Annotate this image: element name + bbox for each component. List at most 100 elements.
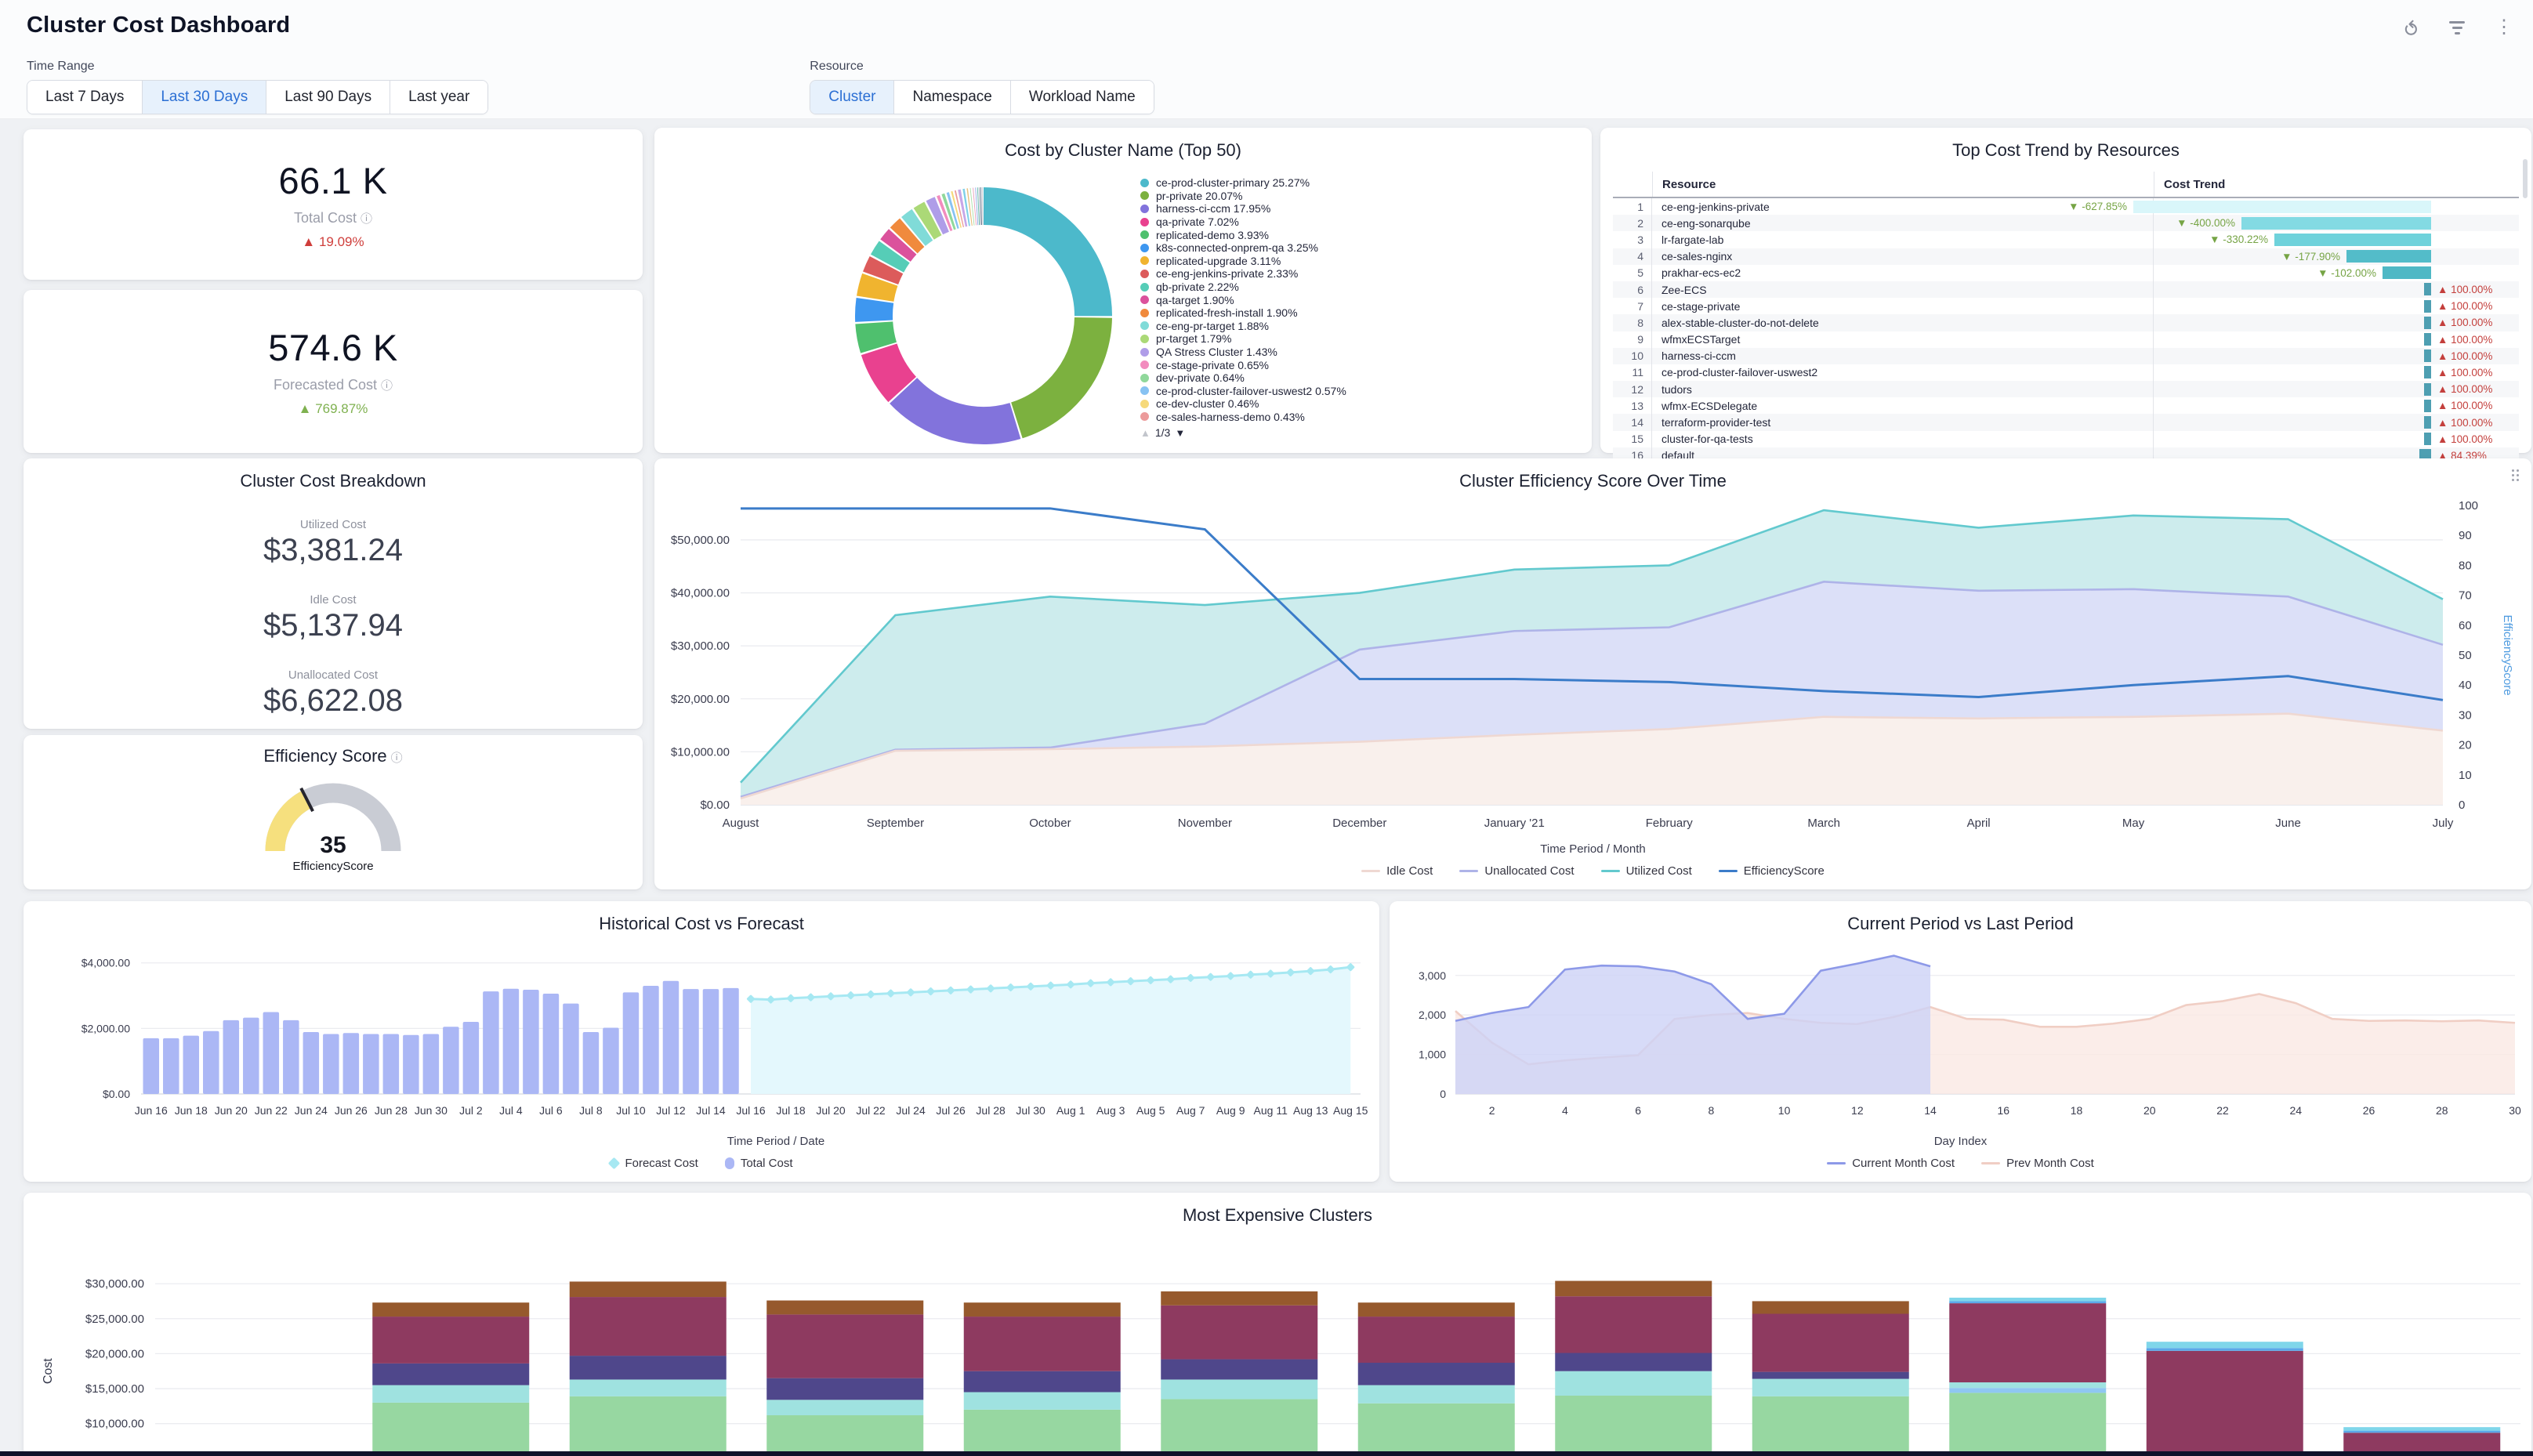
svg-text:Jul 8: Jul 8 (579, 1104, 603, 1117)
donut-legend-item[interactable]: ce-sales-harness-demo 0.43% (1140, 411, 1346, 424)
svg-text:$15,000.00: $15,000.00 (85, 1382, 144, 1396)
donut-legend-item[interactable]: dev-private 0.64% (1140, 371, 1346, 385)
svg-text:Jun 28: Jun 28 (375, 1104, 408, 1117)
donut-legend-item[interactable]: replicated-upgrade 3.11% (1140, 255, 1346, 268)
unallocated-cost-item: Unallocated Cost $6,622.08 (24, 668, 643, 719)
total-cost-label: Total Cost (293, 210, 357, 226)
legend-dot-icon (1140, 256, 1149, 266)
svg-text:$0.00: $0.00 (700, 799, 730, 812)
svg-text:0: 0 (1440, 1088, 1446, 1100)
donut-legend-item[interactable]: qb-private 2.22% (1140, 281, 1346, 294)
table-row: 6 Zee-ECS ▲ 100.00% (1613, 281, 2519, 299)
resource-name: cluster-for-qa-tests (1652, 430, 2154, 447)
legend-item-efficiencyscore[interactable]: EfficiencyScore (1718, 864, 1825, 878)
legend-item-forecast-cost[interactable]: Forecast Cost (608, 1157, 698, 1170)
svg-text:1,000: 1,000 (1419, 1049, 1446, 1061)
legend-page-down-icon[interactable]: ▼ (1175, 426, 1186, 439)
legend-page-up-icon[interactable]: ▲ (1140, 426, 1151, 439)
info-icon[interactable]: ⓘ (361, 212, 373, 226)
trend-arrow-icon: ▲ (2437, 400, 2448, 412)
legend-item-prev-month-cost[interactable]: Prev Month Cost (1981, 1157, 2094, 1170)
kebab-menu-icon[interactable]: ⋮ (2495, 16, 2513, 38)
donut-legend-item[interactable]: qa-private 7.02% (1140, 216, 1346, 229)
chart-options-icon[interactable] (2512, 469, 2519, 481)
legend-item-idle-cost[interactable]: Idle Cost (1361, 864, 1433, 878)
legend-item-total-cost[interactable]: Total Cost (724, 1157, 793, 1170)
resource-name: terraform-provider-test (1652, 414, 2154, 431)
svg-text:Aug 5: Aug 5 (1136, 1104, 1165, 1117)
cost-by-cluster-card: Cost by Cluster Name (Top 50) ce-prod-cl… (654, 128, 1592, 453)
trend-bar (2133, 200, 2431, 213)
trend-value: ▲ 100.00% (2437, 317, 2493, 329)
svg-text:$10,000.00: $10,000.00 (671, 745, 730, 759)
most-expensive-title: Most Expensive Clusters (1182, 1205, 1373, 1225)
legend-dot-icon (1140, 386, 1149, 396)
donut-legend-item[interactable]: ce-stage-private 0.65% (1140, 358, 1346, 371)
svg-text:22: 22 (2216, 1104, 2229, 1117)
svg-text:Jul 10: Jul 10 (616, 1104, 646, 1117)
donut-legend-item[interactable]: QA Stress Cluster 1.43% (1140, 346, 1346, 359)
trend-arrow-icon: ▲ (2437, 350, 2448, 362)
svg-text:24: 24 (2289, 1104, 2302, 1117)
legend-dot-icon (1140, 217, 1149, 226)
svg-text:August: August (723, 817, 760, 830)
time-range-option-last-year[interactable]: Last year (390, 81, 488, 114)
donut-legend-item[interactable]: pr-private 20.07% (1140, 190, 1346, 203)
svg-text:Jun 18: Jun 18 (175, 1104, 208, 1117)
column-header-cost-trend[interactable]: Cost Trend (2154, 172, 2519, 197)
efficiency-gauge: 35 EfficiencyScore (24, 766, 643, 873)
legend-item-unallocated-cost[interactable]: Unallocated Cost (1459, 864, 1575, 878)
trend-bar (2424, 382, 2431, 396)
idle-cost-item: Idle Cost $5,137.94 (24, 593, 643, 643)
column-header-resource[interactable]: Resource (1652, 172, 2154, 197)
donut-chart[interactable] (835, 167, 1132, 465)
time-range-option-last-30-days[interactable]: Last 30 Days (143, 81, 267, 114)
svg-text:$10,000.00: $10,000.00 (85, 1418, 144, 1431)
svg-text:Jul 6: Jul 6 (539, 1104, 563, 1117)
resource-name: wfmxECSTarget (1652, 331, 2154, 348)
trend-value: ▲ 100.00% (2437, 284, 2493, 296)
trend-value: ▼ -330.22% (2209, 234, 2268, 246)
info-icon[interactable]: ⓘ (390, 752, 403, 765)
refresh-icon[interactable]: ⟲ (2398, 19, 2421, 36)
svg-text:Jun 20: Jun 20 (215, 1104, 248, 1117)
resource-name: prakhar-ecs-ec2 (1652, 264, 2154, 281)
donut-legend-item[interactable]: qa-target 1.90% (1140, 293, 1346, 306)
trend-value: ▲ 100.00% (2437, 433, 2493, 445)
efficiency-chart[interactable]: $0.00 $10,000.00 $20,000.00 $30,000.00 $40,0… (654, 493, 2531, 838)
donut-legend-item[interactable]: replicated-fresh-install 1.90% (1140, 306, 1346, 320)
donut-legend-item[interactable]: ce-dev-cluster 0.46% (1140, 397, 1346, 411)
donut-legend-item[interactable]: harness-ci-ccm 17.95% (1140, 202, 1346, 216)
resource-name: wfmx-ECSDelegate (1652, 397, 2154, 415)
resource-option-workload-name[interactable]: Workload Name (1010, 81, 1154, 114)
time-range-option-last-7-days[interactable]: Last 7 Days (27, 81, 143, 114)
legend-dot-icon (1140, 230, 1149, 240)
unallocated-cost-value: $6,622.08 (263, 683, 403, 718)
legend-item-current-month-cost[interactable]: Current Month Cost (1827, 1157, 1955, 1170)
historical-chart[interactable]: $0.00 $2,000.00 $4,000.00 Jun 16 Jun 18 Jun 2… (24, 939, 1379, 1135)
table-scrollbar[interactable] (2523, 159, 2528, 198)
info-icon[interactable]: ⓘ (381, 379, 393, 393)
svg-text:14: 14 (1924, 1104, 1937, 1117)
trend-arrow-icon: ▼ (2068, 201, 2079, 213)
time-range-label: Time Range (27, 60, 95, 73)
donut-legend-item[interactable]: ce-eng-pr-target 1.88% (1140, 320, 1346, 333)
donut-legend-item[interactable]: k8s-connected-onprem-qa 3.25% (1140, 241, 1346, 255)
resource-option-cluster[interactable]: Cluster (810, 81, 895, 114)
donut-legend-item[interactable]: ce-eng-jenkins-private 2.33% (1140, 267, 1346, 281)
time-range-option-last-90-days[interactable]: Last 90 Days (266, 81, 391, 114)
trend-value: ▲ 100.00% (2437, 416, 2493, 429)
donut-legend-item[interactable]: pr-target 1.79% (1140, 332, 1346, 346)
svg-text:Jun 24: Jun 24 (295, 1104, 328, 1117)
donut-legend-item[interactable]: ce-prod-cluster-primary 25.27% (1140, 176, 1346, 190)
donut-legend-item[interactable]: replicated-demo 3.93% (1140, 228, 1346, 241)
legend-item-utilized-cost[interactable]: Utilized Cost (1600, 864, 1692, 878)
most-expensive-chart[interactable]: $5,000.00$10,000.00$15,000.00$20,000.00$… (24, 1230, 2531, 1456)
trend-value: ▲ 100.00% (2437, 300, 2493, 313)
filter-icon[interactable] (2444, 14, 2470, 41)
svg-text:$2,000.00: $2,000.00 (82, 1022, 130, 1034)
row-number: 15 (1613, 430, 1652, 447)
resource-option-namespace[interactable]: Namespace (894, 81, 1011, 114)
donut-legend-item[interactable]: ce-prod-cluster-failover-uswest2 0.57% (1140, 385, 1346, 398)
